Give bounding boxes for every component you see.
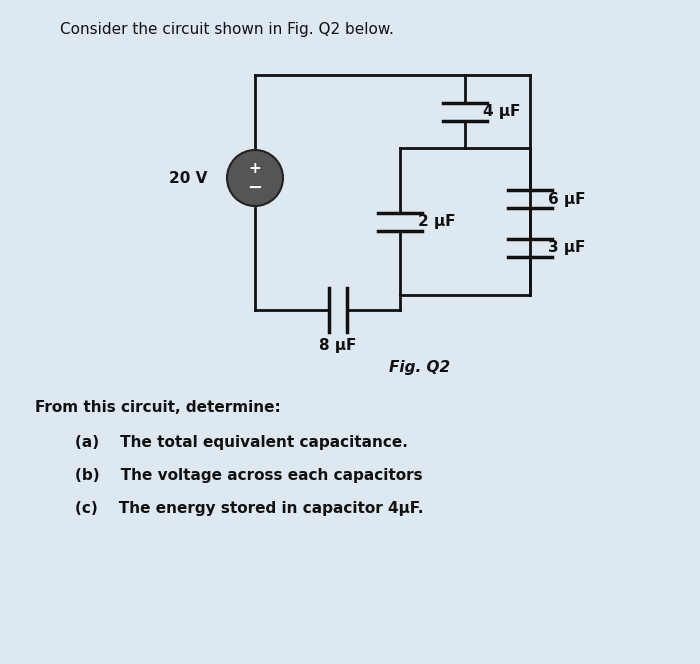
Text: 3 μF: 3 μF xyxy=(548,240,585,256)
Text: From this circuit, determine:: From this circuit, determine: xyxy=(35,400,281,415)
Text: Fig. Q2: Fig. Q2 xyxy=(389,360,451,375)
Text: (c)    The energy stored in capacitor 4μF.: (c) The energy stored in capacitor 4μF. xyxy=(75,501,424,516)
Text: 8 μF: 8 μF xyxy=(318,338,356,353)
Text: Consider the circuit shown in Fig. Q2 below.: Consider the circuit shown in Fig. Q2 be… xyxy=(60,22,394,37)
Text: 6 μF: 6 μF xyxy=(548,192,585,207)
Circle shape xyxy=(227,150,283,206)
Text: −: − xyxy=(247,179,262,197)
Text: 2 μF: 2 μF xyxy=(418,214,456,229)
Text: +: + xyxy=(248,161,261,175)
Text: 20 V: 20 V xyxy=(169,171,207,185)
Text: (a)    The total equivalent capacitance.: (a) The total equivalent capacitance. xyxy=(75,435,408,450)
Text: (b)    The voltage across each capacitors: (b) The voltage across each capacitors xyxy=(75,468,423,483)
Text: 4 μF: 4 μF xyxy=(483,104,520,119)
